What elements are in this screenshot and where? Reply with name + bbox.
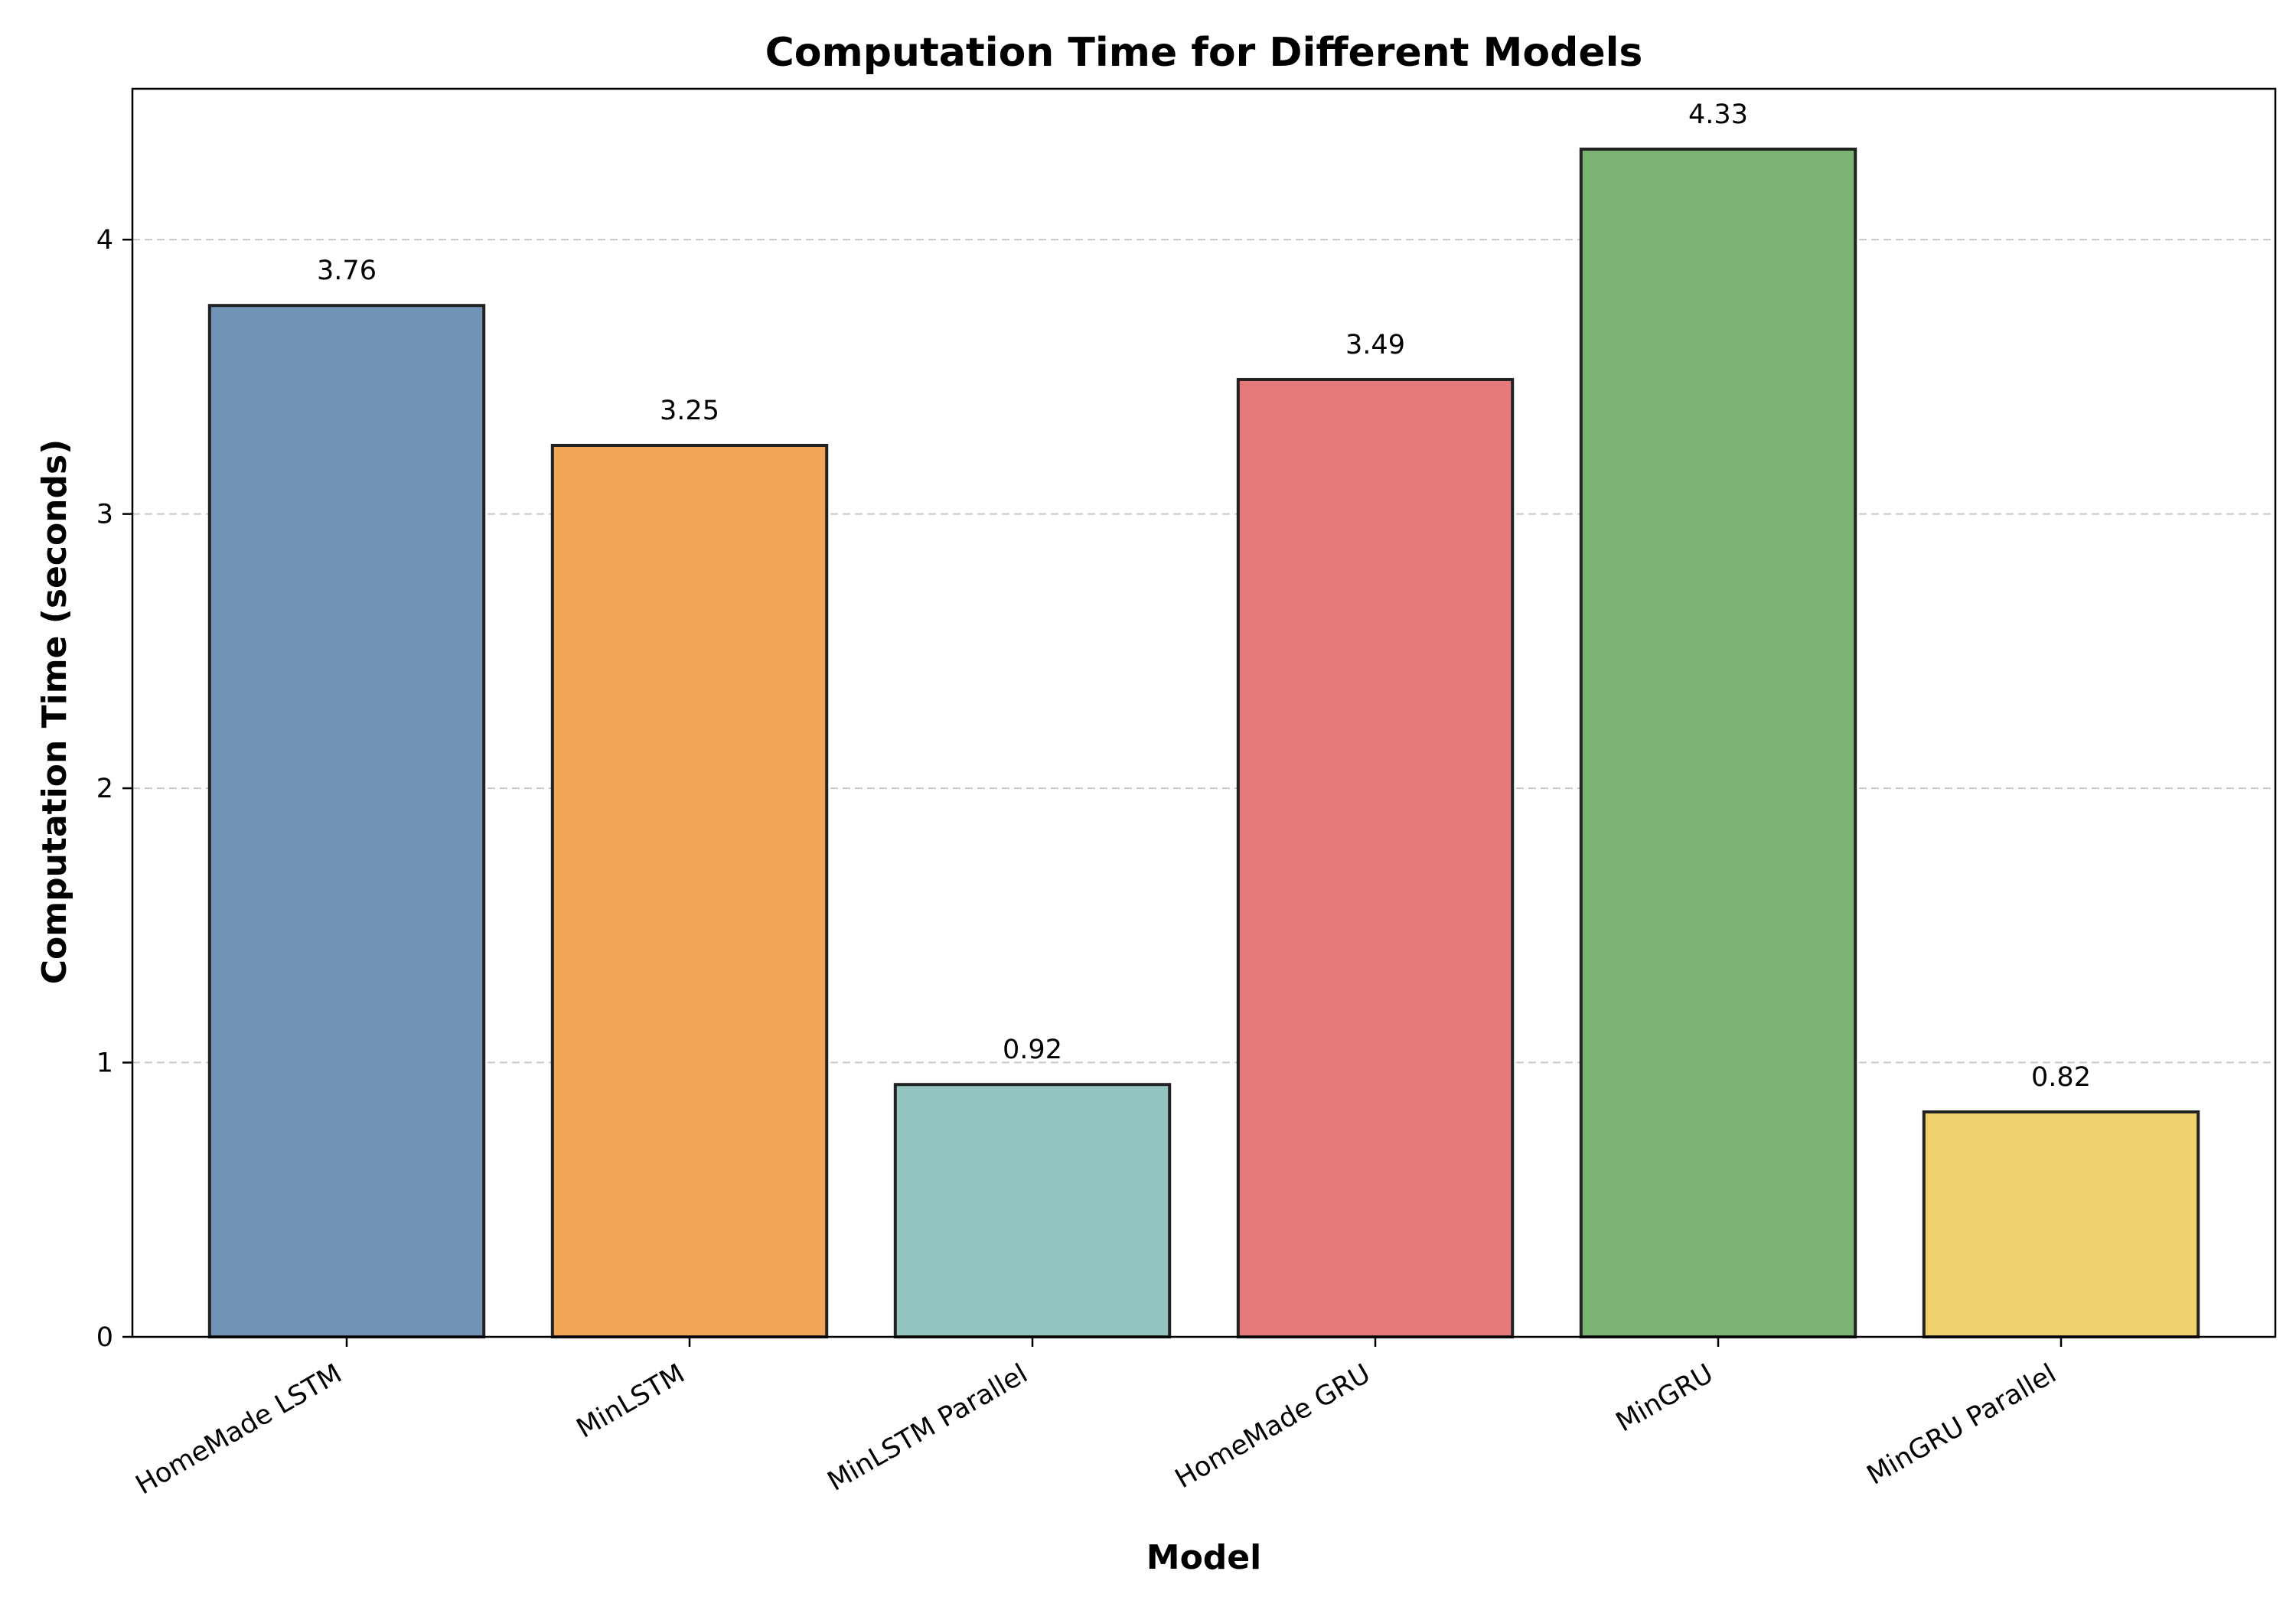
x-tick-label: MinGRU	[1611, 1358, 1719, 1438]
bar-value-label: 3.49	[1345, 330, 1405, 360]
x-axis-label: Model	[1146, 1538, 1261, 1577]
bar	[207, 304, 486, 1339]
y-tick-label: 2	[96, 774, 113, 804]
bar	[1922, 1110, 2200, 1338]
bar	[550, 444, 829, 1338]
bar	[1579, 147, 1857, 1338]
x-tick-label: MinLSTM Parallel	[823, 1358, 1033, 1498]
y-tick-label: 1	[96, 1048, 113, 1079]
bar-value-label: 0.92	[1003, 1035, 1062, 1065]
bar	[893, 1083, 1172, 1338]
bar-value-label: 4.33	[1688, 99, 1748, 130]
x-tick-label: MinGRU Parallel	[1862, 1358, 2062, 1491]
bar	[1236, 377, 1515, 1338]
plot-frame	[131, 87, 2277, 1338]
x-tick-label: HomeMade GRU	[1170, 1358, 1376, 1495]
bars	[207, 147, 2200, 1339]
bar-value-label: 0.82	[2031, 1062, 2091, 1093]
chart-title: Computation Time for Different Models	[765, 30, 1643, 76]
y-axis-ticks: 0 1 2 3 4	[96, 225, 132, 1353]
bar-value-label: 3.76	[317, 256, 377, 286]
x-axis-ticks: HomeMade LSTM MinLSTM MinLSTM Parallel Home…	[131, 1337, 2063, 1501]
bar-value-label: 3.25	[660, 396, 719, 426]
x-tick-label: MinLSTM	[572, 1358, 690, 1444]
y-tick-label: 3	[96, 500, 113, 530]
y-tick-label: 4	[96, 225, 113, 256]
y-axis-label: Computation Time (seconds)	[35, 439, 74, 985]
y-tick-label: 0	[96, 1322, 113, 1353]
x-tick-label: HomeMade LSTM	[131, 1358, 347, 1501]
bar-value-labels: 3.76 3.25 0.92 3.49 4.33 0.82	[317, 99, 2091, 1093]
